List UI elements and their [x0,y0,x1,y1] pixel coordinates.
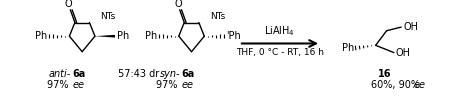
Text: 'Ph: 'Ph [226,31,240,41]
Text: Ph: Ph [341,43,353,53]
Text: 6a: 6a [181,70,194,80]
Text: 97%: 97% [46,80,71,90]
Text: 16: 16 [377,70,391,80]
Text: 57:43 dr: 57:43 dr [118,70,159,80]
Polygon shape [95,35,115,38]
Text: THF, 0 °C - RT, 16 h: THF, 0 °C - RT, 16 h [235,48,323,57]
Text: NTs: NTs [100,12,116,21]
Text: ee: ee [181,80,193,90]
Text: ee: ee [72,80,84,90]
Text: Ph: Ph [144,31,157,41]
Text: O: O [65,0,72,9]
Text: Ph: Ph [116,31,129,41]
Text: Ph: Ph [35,31,47,41]
Text: anti-: anti- [49,70,71,80]
Text: O: O [174,0,181,9]
Text: 6a: 6a [72,70,85,80]
Text: 97%: 97% [156,80,180,90]
Text: OH: OH [395,48,410,58]
Text: syn-: syn- [160,70,180,80]
Text: 60%, 90%: 60%, 90% [370,80,422,90]
Text: LiAlH$_4$: LiAlH$_4$ [264,24,295,38]
Text: OH: OH [402,22,417,32]
Text: NTs: NTs [209,12,224,21]
Text: ee: ee [413,80,425,90]
